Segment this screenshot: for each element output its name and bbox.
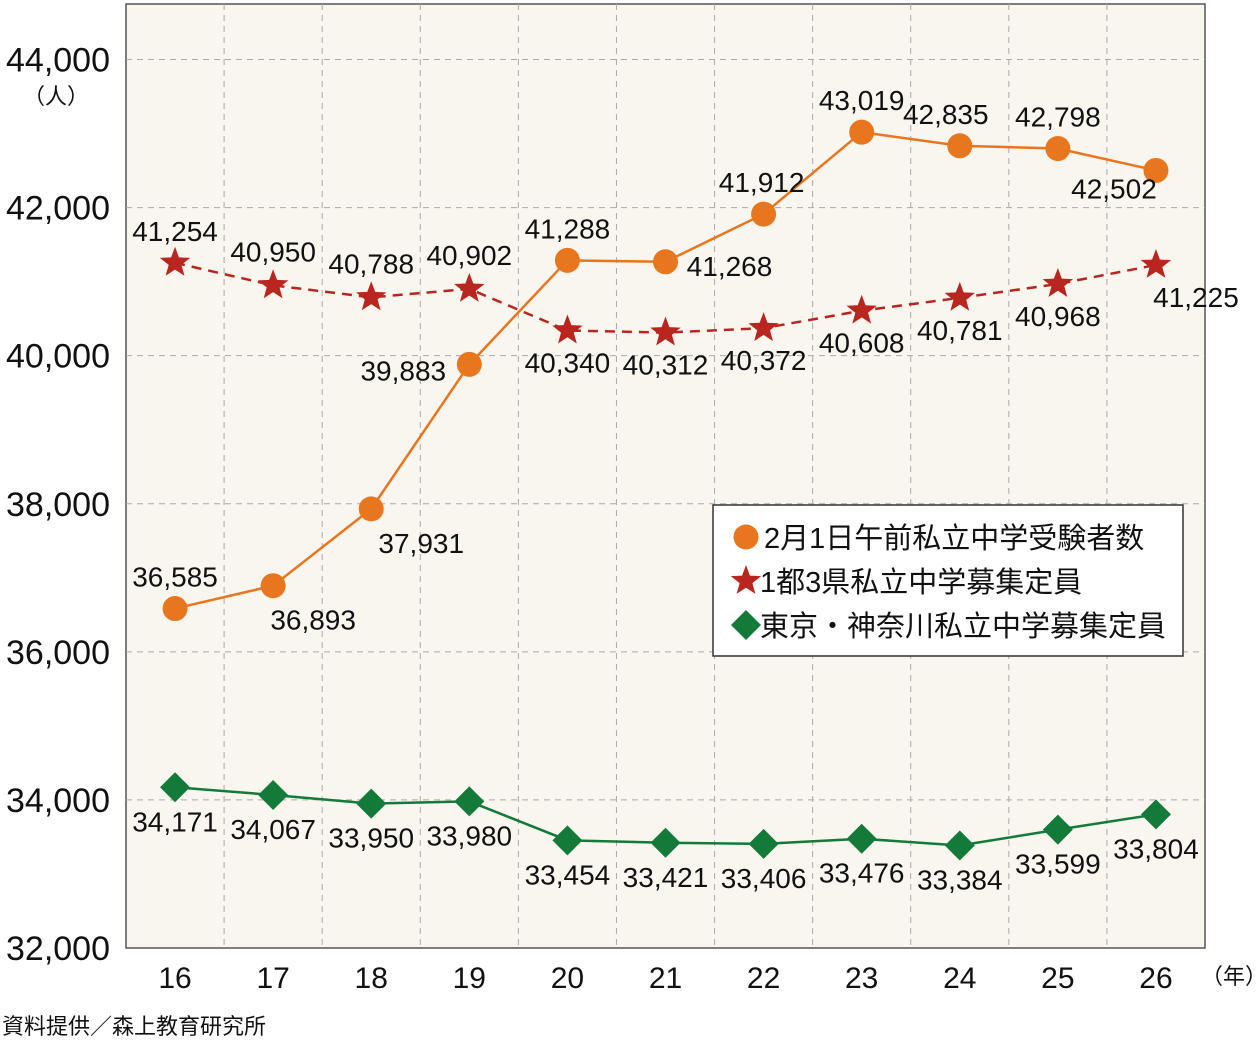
legend-label: 2月1日午前私立中学受験者数 [764, 522, 1144, 555]
axes: 32,000 34,000 36,000 38,000 40,000 42,000 44,0… [6, 42, 1173, 995]
data-label: 41,225 [1153, 282, 1239, 313]
data-label: 41,254 [132, 216, 218, 247]
data-label: 42,835 [903, 99, 989, 130]
data-label: 33,421 [623, 862, 709, 893]
data-label: 42,798 [1015, 102, 1101, 133]
data-point-star [552, 314, 583, 344]
data-point-circle [947, 133, 973, 159]
x-tick-label: 23 [845, 962, 878, 995]
series-group [159, 119, 1172, 861]
data-label: 41,268 [687, 251, 773, 282]
y-tick-label: 34,000 [6, 782, 110, 820]
x-tick-label: 16 [158, 962, 191, 995]
data-point-diamond [748, 828, 779, 859]
data-label: 40,608 [819, 328, 905, 359]
x-tick-label: 19 [453, 962, 486, 995]
data-label: 33,454 [525, 859, 611, 890]
data-point-diamond [650, 827, 681, 858]
data-label: 40,968 [1015, 301, 1101, 332]
source-note: 資料提供／森上教育研究所 [2, 1014, 266, 1039]
data-point-circle [358, 496, 384, 522]
data-point-circle [849, 119, 875, 145]
data-label: 40,902 [426, 240, 512, 271]
data-point-circle [733, 524, 759, 550]
data-label: 42,502 [1071, 173, 1157, 204]
x-tick-label: 25 [1041, 962, 1074, 995]
data-point-star [257, 269, 289, 299]
data-label: 33,980 [426, 820, 512, 851]
data-label: 33,804 [1113, 833, 1199, 864]
data-label: 40,781 [917, 315, 1003, 346]
data-label: 34,171 [132, 806, 218, 837]
data-point-star [846, 294, 877, 324]
y-tick-label: 42,000 [6, 190, 110, 228]
data-point-star [159, 246, 191, 276]
data-point-diamond [454, 786, 485, 817]
data-point-star [650, 316, 681, 346]
data-point-circle [260, 573, 286, 599]
data-label: 40,340 [525, 348, 611, 379]
x-axis-unit: （年） [1201, 964, 1260, 989]
y-tick-label: 38,000 [6, 486, 110, 524]
y-tick-label: 32,000 [6, 930, 110, 968]
data-label: 33,599 [1015, 849, 1101, 880]
x-tick-label: 18 [355, 962, 388, 995]
data-label: 34,067 [230, 814, 316, 845]
data-point-circle [456, 351, 482, 377]
data-label: 33,476 [819, 858, 905, 889]
data-point-diamond [356, 788, 387, 819]
data-point-circle [653, 249, 678, 275]
data-point-diamond [258, 779, 289, 810]
data-point-circle [554, 247, 580, 273]
data-labels: 36,585 36,893 37,931 39,883 41,288 41,268 41,9… [132, 85, 1239, 895]
x-tick-label: 24 [943, 962, 976, 995]
data-point-star [730, 565, 762, 594]
data-point-diamond [1042, 814, 1073, 845]
y-tick-label: 44,000 [6, 42, 110, 80]
data-point-star [1042, 268, 1074, 297]
plot-background [125, 3, 1206, 949]
data-label: 41,912 [719, 167, 805, 198]
x-tick-label: 17 [256, 962, 289, 995]
y-tick-label: 36,000 [6, 634, 110, 672]
data-label: 39,883 [360, 355, 446, 386]
x-tick-label: 21 [649, 962, 682, 995]
x-tick-label: 22 [747, 962, 780, 995]
data-label: 40,788 [328, 248, 414, 279]
data-point-diamond [552, 825, 583, 856]
data-point-star [356, 281, 387, 311]
data-label: 37,931 [378, 528, 464, 559]
data-point-star [1140, 249, 1172, 278]
data-point-circle [162, 596, 188, 622]
data-label: 41,288 [525, 213, 611, 244]
data-label: 36,585 [132, 562, 218, 593]
data-label: 43,019 [819, 85, 905, 116]
y-tick-label: 40,000 [6, 338, 110, 376]
data-point-circle [751, 201, 777, 227]
data-label: 40,312 [623, 350, 709, 381]
data-point-star [944, 281, 975, 311]
x-tick-label: 20 [551, 962, 584, 995]
data-point-diamond [846, 823, 877, 854]
data-point-diamond [944, 830, 975, 861]
data-point-diamond [160, 772, 191, 803]
data-label: 33,406 [721, 863, 807, 894]
x-tick-label: 26 [1139, 962, 1172, 995]
data-label: 36,893 [270, 605, 356, 636]
data-label: 40,950 [230, 236, 316, 267]
data-point-star [454, 272, 485, 302]
legend-label: 1都3県私立中学募集定員 [760, 566, 1082, 599]
data-point-star [748, 312, 779, 342]
data-point-diamond [731, 610, 761, 640]
data-label: 40,372 [721, 345, 807, 376]
data-label: 33,384 [917, 865, 1003, 896]
data-label: 33,950 [328, 823, 414, 854]
legend-label: 東京・神奈川私立中学募集定員 [760, 610, 1166, 643]
data-point-circle [1045, 136, 1071, 162]
data-point-circle [1143, 157, 1169, 183]
y-axis-unit: （人） [23, 84, 89, 109]
data-point-diamond [1140, 799, 1171, 830]
